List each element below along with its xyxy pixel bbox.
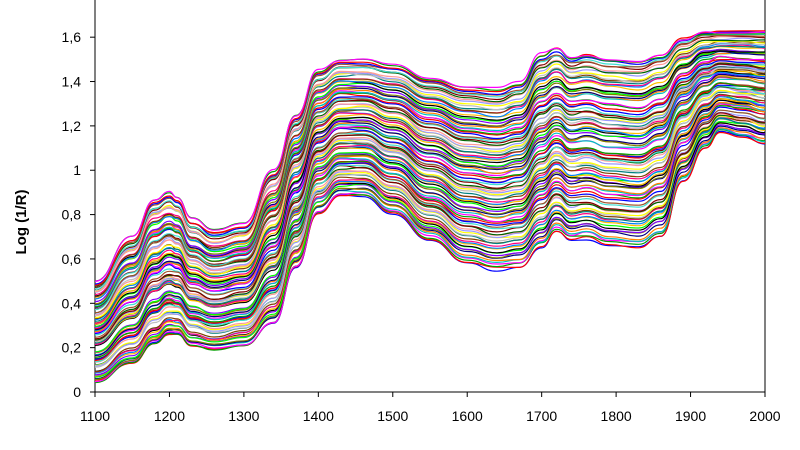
- x-tick-label: 1600: [452, 408, 483, 424]
- spectrum-line: [94, 56, 766, 314]
- y-tick-label: 0,6: [62, 251, 82, 267]
- spectrum-line: [94, 124, 766, 376]
- spectrum-line: [94, 64, 766, 316]
- x-tick-label: 1700: [526, 408, 557, 424]
- y-axis: 0 0,2 0,4 0,6 0,8 1 1,2 1,4 1,6: [62, 29, 95, 400]
- y-tick-label: 1,2: [62, 118, 82, 134]
- x-tick-label: 1500: [377, 408, 408, 424]
- spectrum-line: [94, 97, 766, 353]
- spectrum-line: [94, 33, 766, 290]
- spectra-series: [94, 30, 766, 384]
- x-axis: 1100 1200 1300 1400 1500 1600 1700 1800 1900 2000: [80, 392, 781, 424]
- spectrum-line: [94, 31, 766, 282]
- spectrum-line: [94, 72, 766, 328]
- spectrum-line: [94, 66, 766, 322]
- spectrum-line: [94, 115, 766, 373]
- spectrum-line: [94, 131, 766, 381]
- spectrum-line: [94, 94, 766, 345]
- spectrum-line: [94, 109, 766, 363]
- spectrum-line: [94, 120, 766, 378]
- spectrum-line: [94, 65, 766, 324]
- y-tick-label: 1,6: [62, 29, 82, 45]
- spectrum-line: [94, 90, 766, 342]
- spectrum-line: [94, 106, 766, 360]
- spectrum-line: [94, 82, 766, 340]
- x-tick-label: 1400: [303, 408, 334, 424]
- spectrum-line: [94, 78, 766, 332]
- spectrum-line: [94, 125, 766, 380]
- spectrum-line: [94, 50, 766, 306]
- y-tick-label: 1: [73, 162, 81, 178]
- y-tick-label: 1,4: [62, 74, 82, 90]
- spectrum-line: [94, 44, 766, 296]
- x-tick-label: 1800: [601, 408, 632, 424]
- spectrum-line: [94, 82, 766, 330]
- spectrum-line: [94, 86, 766, 341]
- x-tick-label: 1100: [80, 408, 110, 424]
- spectrum-line: [94, 35, 766, 293]
- spectrum-line: [94, 109, 766, 358]
- spectrum-line: [94, 52, 766, 306]
- spectrum-line: [94, 103, 766, 357]
- spectrum-line: [94, 51, 766, 305]
- spectrum-line: [94, 59, 766, 311]
- x-tick-label: 1900: [675, 408, 706, 424]
- spectrum-line: [94, 122, 766, 372]
- spectrum-line: [94, 86, 766, 342]
- y-axis-label: Log (1/R): [13, 190, 30, 255]
- x-tick-label: 1300: [228, 408, 259, 424]
- x-tick-label: 1200: [154, 408, 185, 424]
- spectrum-line: [94, 58, 766, 308]
- y-tick-label: 0: [73, 384, 81, 400]
- spectrum-line: [94, 115, 766, 366]
- spectrum-line: [94, 73, 766, 331]
- spectrum-line: [94, 70, 766, 325]
- spectrum-line: [94, 128, 766, 384]
- spectrum-line: [94, 63, 766, 310]
- x-tick-label: 2000: [749, 408, 780, 424]
- y-tick-label: 0,4: [62, 295, 82, 311]
- spectrum-line: [94, 61, 766, 316]
- y-tick-label: 0,2: [62, 340, 82, 356]
- spectrum-line: [94, 69, 766, 325]
- y-tick-label: 0,8: [62, 207, 82, 223]
- spectrum-line: [94, 76, 766, 333]
- spectrum-line: [94, 67, 766, 317]
- spectrum-line: [94, 96, 766, 345]
